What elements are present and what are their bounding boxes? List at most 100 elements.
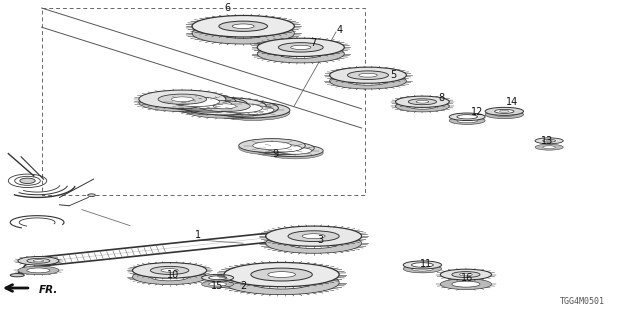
Ellipse shape	[139, 93, 226, 112]
Ellipse shape	[485, 110, 524, 119]
Ellipse shape	[449, 117, 485, 124]
Ellipse shape	[157, 93, 236, 110]
Ellipse shape	[183, 98, 266, 115]
Ellipse shape	[18, 257, 59, 265]
Ellipse shape	[251, 276, 312, 289]
Ellipse shape	[266, 226, 362, 246]
Ellipse shape	[18, 266, 59, 275]
Text: 8: 8	[438, 92, 445, 103]
Ellipse shape	[416, 100, 429, 103]
Text: 9: 9	[272, 148, 278, 159]
Ellipse shape	[268, 272, 296, 277]
Ellipse shape	[408, 103, 436, 109]
Ellipse shape	[257, 44, 344, 63]
Ellipse shape	[485, 107, 524, 116]
Text: 14: 14	[506, 97, 518, 108]
Ellipse shape	[150, 273, 189, 281]
Ellipse shape	[348, 71, 388, 79]
Ellipse shape	[396, 100, 449, 112]
Ellipse shape	[403, 261, 442, 269]
Ellipse shape	[396, 96, 449, 108]
Ellipse shape	[157, 96, 236, 113]
Ellipse shape	[199, 101, 250, 112]
Ellipse shape	[278, 43, 323, 52]
Ellipse shape	[546, 140, 552, 141]
Text: 3: 3	[317, 235, 323, 245]
Ellipse shape	[161, 268, 178, 272]
Ellipse shape	[239, 139, 305, 153]
Ellipse shape	[253, 144, 314, 157]
Ellipse shape	[224, 270, 339, 295]
Ellipse shape	[33, 260, 44, 262]
Ellipse shape	[535, 138, 563, 144]
Ellipse shape	[440, 269, 492, 280]
Text: 6: 6	[224, 3, 230, 13]
Ellipse shape	[172, 97, 193, 101]
Ellipse shape	[499, 110, 509, 112]
Ellipse shape	[209, 282, 227, 286]
Ellipse shape	[158, 97, 207, 108]
Ellipse shape	[216, 105, 290, 120]
Ellipse shape	[452, 272, 480, 277]
Text: 2: 2	[240, 281, 246, 292]
Ellipse shape	[232, 24, 254, 28]
Ellipse shape	[202, 103, 278, 119]
Ellipse shape	[189, 100, 232, 109]
Ellipse shape	[199, 104, 250, 115]
Ellipse shape	[543, 140, 556, 142]
Text: 10: 10	[166, 270, 179, 280]
Text: 16: 16	[461, 273, 474, 284]
Ellipse shape	[251, 268, 312, 281]
Ellipse shape	[27, 268, 50, 273]
Ellipse shape	[192, 15, 294, 37]
Ellipse shape	[288, 238, 339, 249]
Text: TGG4M0501: TGG4M0501	[560, 297, 605, 306]
Ellipse shape	[219, 21, 268, 31]
Ellipse shape	[495, 109, 514, 113]
Ellipse shape	[150, 266, 189, 275]
Ellipse shape	[202, 100, 278, 116]
Ellipse shape	[535, 144, 563, 150]
Ellipse shape	[266, 144, 301, 152]
Ellipse shape	[330, 73, 406, 89]
Ellipse shape	[412, 267, 433, 271]
Ellipse shape	[457, 118, 477, 123]
Ellipse shape	[224, 262, 339, 287]
Ellipse shape	[291, 45, 311, 50]
Text: 4: 4	[336, 25, 342, 36]
Ellipse shape	[302, 234, 325, 239]
Ellipse shape	[440, 279, 492, 290]
Ellipse shape	[192, 22, 294, 44]
Ellipse shape	[267, 145, 323, 156]
Ellipse shape	[132, 263, 207, 278]
Ellipse shape	[88, 194, 95, 196]
Ellipse shape	[158, 94, 207, 104]
Text: 12: 12	[470, 107, 483, 117]
Text: 15: 15	[211, 281, 224, 292]
Ellipse shape	[253, 142, 314, 155]
Ellipse shape	[173, 97, 248, 112]
Ellipse shape	[449, 113, 485, 121]
Text: 5: 5	[390, 70, 397, 80]
Ellipse shape	[266, 233, 362, 253]
Ellipse shape	[460, 273, 472, 276]
Ellipse shape	[202, 274, 234, 281]
Ellipse shape	[173, 99, 248, 115]
Ellipse shape	[278, 147, 312, 154]
Ellipse shape	[209, 276, 227, 280]
Ellipse shape	[20, 178, 35, 183]
Ellipse shape	[495, 113, 514, 116]
Ellipse shape	[239, 141, 305, 155]
Ellipse shape	[132, 269, 207, 284]
Text: 1: 1	[195, 230, 202, 240]
Ellipse shape	[139, 90, 226, 108]
Ellipse shape	[452, 281, 480, 287]
Ellipse shape	[253, 141, 291, 150]
Text: 11: 11	[419, 259, 432, 269]
Ellipse shape	[348, 77, 388, 85]
Ellipse shape	[288, 231, 339, 242]
Ellipse shape	[173, 97, 220, 107]
Ellipse shape	[359, 73, 377, 77]
Text: FR.: FR.	[38, 285, 58, 295]
Ellipse shape	[457, 115, 477, 119]
